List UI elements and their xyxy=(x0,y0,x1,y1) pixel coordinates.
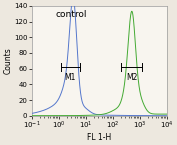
Y-axis label: Counts: Counts xyxy=(4,47,12,74)
Text: M2: M2 xyxy=(126,73,137,82)
Text: M1: M1 xyxy=(64,73,76,82)
Text: control: control xyxy=(56,10,87,19)
X-axis label: FL 1-H: FL 1-H xyxy=(87,133,111,142)
